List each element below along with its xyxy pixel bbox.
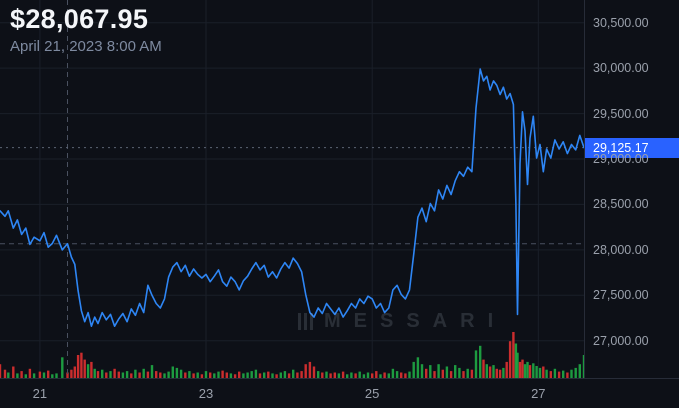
y-axis-label: 27,500.00 (593, 288, 649, 303)
x-axis-label: 25 (364, 386, 380, 401)
chart-plot-area[interactable]: MESSARI $28,067.95 April 21, 2023 8:00 A… (0, 0, 584, 378)
y-axis-label: 29,000.00 (593, 152, 649, 166)
y-axis-label: 29,500.00 (593, 106, 649, 121)
y-axis-label: 30,000.00 (593, 61, 649, 76)
x-axis-label: 27 (531, 386, 546, 401)
last-price-badge: 29,125.17 (585, 137, 679, 158)
y-axis-label: 28,500.00 (593, 197, 649, 212)
y-axis-label: 28,000.00 (593, 242, 649, 257)
right-axis[interactable]: 29,125.17 30,500.00 30,000.00 29,500.00 29,… (584, 0, 679, 378)
y-axis-label: 27,000.00 (593, 333, 649, 348)
chart-canvas[interactable] (0, 0, 584, 378)
bottom-axis[interactable]: 21 23 25 27 (0, 378, 679, 408)
x-axis-label: 23 (198, 386, 214, 401)
x-axis-label: 21 (32, 386, 48, 401)
y-axis-label: 30,500.00 (593, 15, 649, 30)
